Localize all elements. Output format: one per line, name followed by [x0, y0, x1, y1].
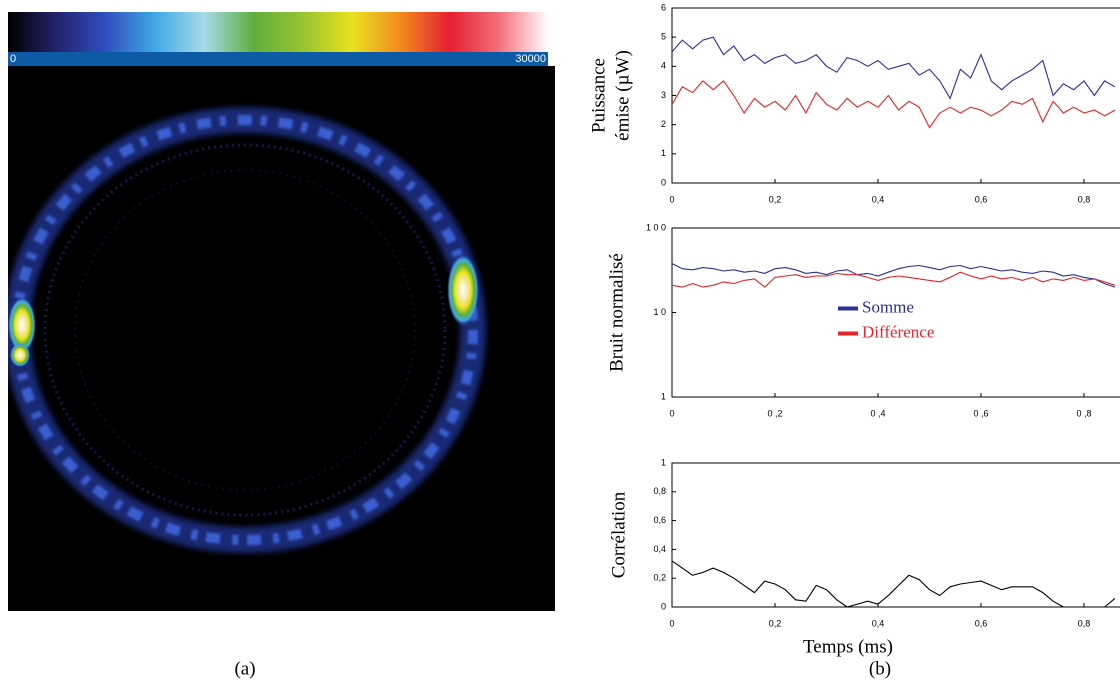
y-tick-label: 6	[661, 2, 666, 12]
ring-image	[8, 107, 486, 553]
colorbar-axis	[8, 52, 548, 66]
x-tick-label: 0,2	[769, 618, 782, 628]
x-tick-label: 0,2	[769, 194, 782, 204]
plot-frame	[671, 462, 1120, 608]
legend-label: Somme	[862, 297, 914, 316]
x-tick-label: 0 ,4	[870, 408, 885, 418]
y-axis-label: Bruit normalisé	[606, 253, 627, 372]
series-line	[672, 263, 1116, 288]
x-tick-label: 0,6	[975, 618, 988, 628]
series-line	[672, 271, 1116, 288]
caption: (b)	[869, 658, 891, 679]
colorbar-min-label: 0	[10, 53, 16, 65]
y-tick-label: 1	[661, 148, 666, 158]
y-tick-label: 0,6	[653, 515, 666, 525]
y-axis-label: Corrélation	[608, 491, 629, 578]
legend-label: Différence	[862, 322, 934, 341]
x-tick-label: 0	[669, 618, 674, 628]
colorbar-max-label: 30000	[515, 53, 546, 65]
x-tick-label: 0,4	[872, 618, 885, 628]
y-tick-label: 2	[661, 119, 666, 129]
series-line	[672, 80, 1116, 129]
y-tick-label: 1	[661, 457, 666, 467]
y-tick-label: 1	[661, 391, 666, 401]
y-tick-label: 0,2	[653, 573, 666, 583]
y-tick-label: 1 0 0	[646, 222, 666, 232]
x-tick-label: 0,8	[1078, 194, 1091, 204]
y-axis-label: émise (µW)	[612, 50, 633, 141]
y-axis-label: Puissance	[588, 58, 609, 133]
x-tick-label: 0,4	[872, 194, 885, 204]
y-tick-label: 0	[661, 601, 666, 611]
x-tick-label: 0 ,2	[767, 408, 782, 418]
y-tick-label: 0,8	[653, 486, 666, 496]
series-line	[672, 560, 1116, 608]
y-tick-label: 3	[661, 90, 666, 100]
y-tick-label: 0,4	[653, 544, 666, 554]
y-tick-label: 1 0	[653, 307, 666, 317]
caption: (a)	[234, 658, 255, 679]
x-tick-label: 0 ,6	[973, 408, 988, 418]
series-line	[672, 36, 1116, 100]
y-tick-label: 5	[661, 32, 666, 42]
x-tick-label: 0,6	[975, 194, 988, 204]
x-axis-label: Temps (ms)	[803, 636, 893, 657]
x-tick-label: 0	[669, 194, 674, 204]
x-tick-label: 0 ,8	[1076, 408, 1091, 418]
x-tick-label: 0,8	[1078, 618, 1091, 628]
y-tick-label: 0	[661, 177, 666, 187]
colorbar	[8, 12, 548, 52]
y-tick-label: 4	[661, 61, 666, 71]
x-tick-label: 0	[669, 408, 674, 418]
